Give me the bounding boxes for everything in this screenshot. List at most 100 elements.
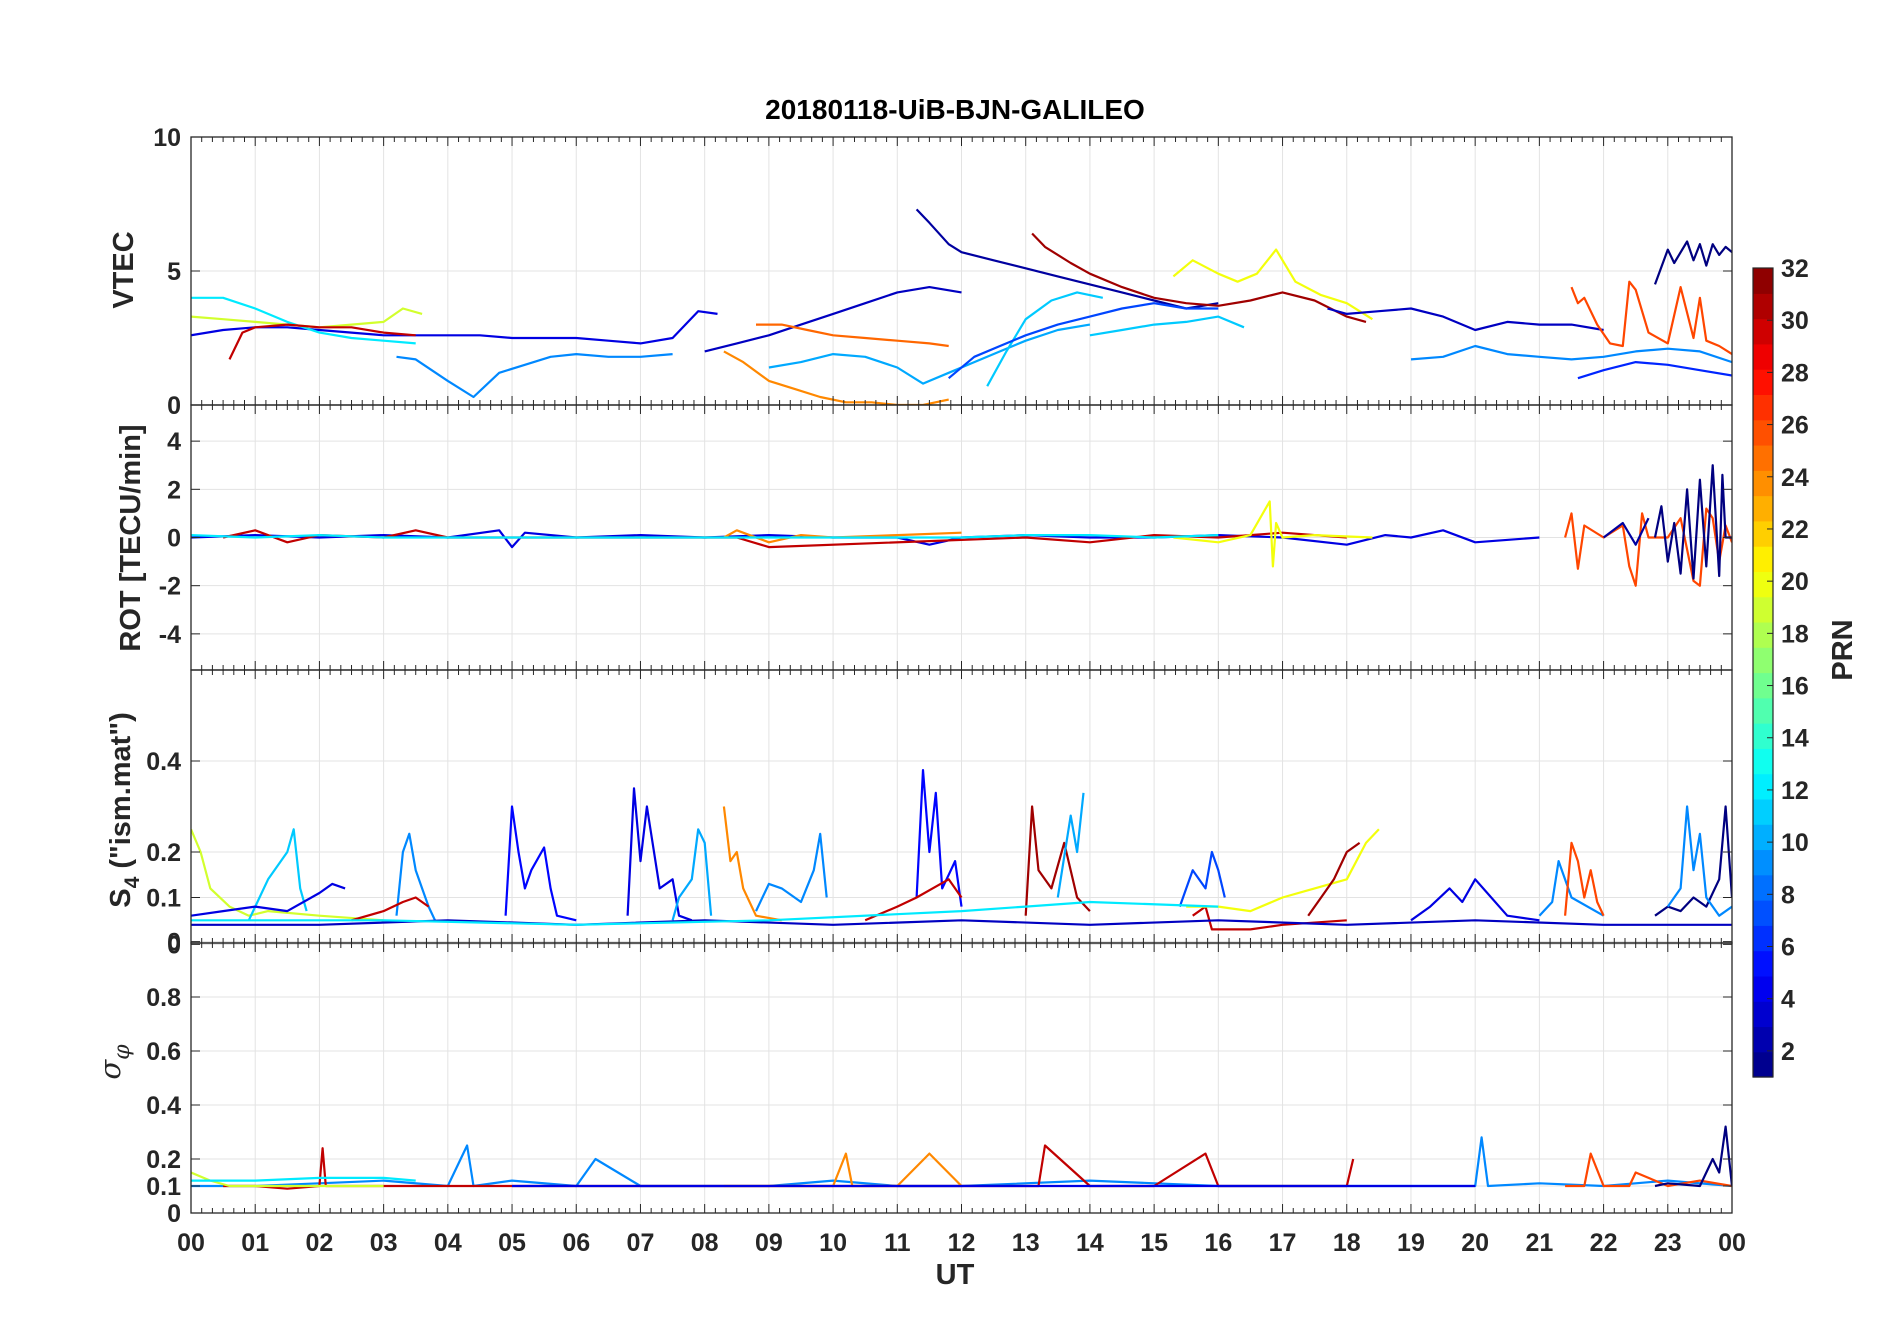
svg-text:S4 ("ism.mat"): S4 ("ism.mat") — [105, 712, 144, 908]
series-line-prn-30 — [351, 896, 430, 922]
series-line-prn-30 — [228, 323, 416, 360]
series-line-prn-24 — [722, 806, 782, 922]
panel-sigma-phi: 00.10.2 0.4 0.6 0.8 — [146, 942, 1733, 1228]
x-tick-label: 00 — [1718, 1229, 1746, 1257]
rot-ylabel: ROT [TECU/min] — [115, 424, 147, 651]
y-tick-label: 0.4 — [146, 1092, 181, 1120]
series-line-prn-11 — [1089, 315, 1245, 337]
y-tick-label: 0.6 — [146, 1038, 181, 1066]
colorbar-segment — [1753, 369, 1773, 396]
series-line-prn-4 — [191, 310, 718, 345]
colorbar-segment — [1753, 1026, 1773, 1053]
colorbar-tick-label: 4 — [1781, 986, 1795, 1014]
series-line-prn-11 — [247, 828, 308, 921]
svg-text:σφ: σφ — [93, 1044, 135, 1080]
panel-s4: 000.10.20.4 — [146, 669, 1733, 959]
series-line-prn-12 — [191, 900, 1219, 926]
series-line-prn-3 — [191, 919, 1732, 926]
colorbar-segment — [1753, 621, 1773, 648]
x-tick-label: 04 — [434, 1229, 462, 1257]
colorbar-segment — [1753, 520, 1773, 547]
x-tick-label: 22 — [1590, 1229, 1618, 1257]
x-tick-label: 01 — [241, 1229, 269, 1257]
y-tick-label: 0 — [167, 392, 181, 420]
colorbar-segment — [1753, 748, 1773, 775]
series-line-prn-1 — [1653, 464, 1732, 580]
series-line-prn-9 — [755, 832, 828, 912]
x-tick-label: 02 — [306, 1229, 334, 1257]
x-tick-label: 21 — [1525, 1229, 1553, 1257]
series-line-prn-1 — [1653, 240, 1732, 285]
series-line-prn-7 — [947, 302, 1219, 380]
colorbar-segment — [1753, 849, 1773, 876]
colorbar-tick-label: 20 — [1781, 568, 1809, 596]
x-tick-labels: 00 01 02 03 04 05 06 07 08 09 10 11 12 13 14 15 16 17 18 19… — [177, 1229, 1746, 1257]
series-line-prn-10 — [768, 323, 1091, 385]
series-line-prn-31 — [1307, 842, 1361, 917]
panel-rot: -4 -2 0 2 4 — [159, 404, 1733, 671]
series-line-prn-1 — [1654, 805, 1732, 917]
series-line-prn-9 — [396, 353, 673, 399]
series-line-prn-26 — [1564, 841, 1605, 917]
series-line-prn-9 — [1538, 859, 1605, 917]
colorbar-tick-label: 16 — [1781, 673, 1809, 701]
colorbar-frame — [1752, 267, 1774, 1078]
series-line-prn-19 — [191, 307, 423, 329]
colorbar-segment — [1753, 419, 1773, 446]
colorbar-segment — [1753, 697, 1773, 724]
series-line-prn-9 — [1666, 805, 1732, 917]
chart-title: 20180118-UiB-BJN-GALILEO — [765, 94, 1145, 125]
colorbar-tick-label: 8 — [1781, 881, 1795, 909]
colorbar-tick-label: 18 — [1781, 620, 1809, 648]
series-line-prn-10 — [1056, 792, 1085, 898]
colorbar-segment — [1753, 571, 1773, 598]
colorbar-segment — [1753, 672, 1773, 699]
y-tick-label: 0.8 — [146, 984, 181, 1012]
colorbar-tick-label: 6 — [1781, 934, 1795, 962]
y-tick-label: 0 — [167, 931, 181, 959]
series-line-prn-12 — [191, 296, 416, 345]
series-line-prn-10 — [671, 828, 713, 921]
series-line-prn-6 — [1577, 361, 1732, 380]
y-tick-label: -4 — [159, 621, 181, 649]
x-tick-label: 09 — [755, 1229, 783, 1257]
series-line-prn-24 — [723, 529, 962, 544]
colorbar-label: PRN — [1827, 619, 1859, 680]
s4-ylabel: S4 ("ism.mat") — [105, 712, 144, 908]
x-tick-label: 14 — [1076, 1229, 1104, 1257]
colorbar-segment — [1753, 950, 1773, 977]
colorbar-tick-label: 26 — [1781, 412, 1809, 440]
colorbar-segment — [1753, 773, 1773, 800]
x-tick-label: 08 — [691, 1229, 719, 1257]
colorbar-segment — [1753, 900, 1773, 926]
x-tick-label: 23 — [1654, 1229, 1682, 1257]
x-tick-label: 17 — [1269, 1229, 1297, 1257]
y-tick-label: 0.1 — [146, 1173, 181, 1201]
colorbar-segment — [1753, 596, 1773, 623]
colorbar-tick-label: 32 — [1781, 255, 1809, 283]
series-line-prn-20 — [1186, 828, 1380, 913]
series-line-prn-19 — [191, 1171, 384, 1188]
colorbar-segment — [1753, 293, 1773, 320]
colorbar-segment — [1753, 1001, 1773, 1028]
colorbar-tick-label: 14 — [1781, 725, 1809, 753]
x-tick-label: 19 — [1397, 1229, 1425, 1257]
series-line-prn-20 — [1173, 500, 1373, 568]
colorbar-segment — [1753, 394, 1773, 421]
colorbar-segment — [1753, 268, 1773, 294]
y-tick-label: -2 — [159, 573, 181, 601]
panel-vtec: 0 5 10 — [153, 124, 1733, 420]
colorbar-segment — [1753, 874, 1773, 901]
colorbar-segment — [1753, 495, 1773, 522]
series-line-prn-1 — [1654, 1125, 1732, 1188]
colorbar-segment — [1753, 318, 1773, 345]
colorbar-segment — [1753, 546, 1773, 572]
colorbar-tick-label: 22 — [1781, 516, 1809, 544]
series-line-prn-4 — [1410, 878, 1540, 922]
colorbar-tick-label: 30 — [1781, 307, 1809, 335]
series-line-prn-26 — [1570, 280, 1732, 356]
x-tick-label: 06 — [562, 1229, 590, 1257]
y-tick-label: 0.4 — [146, 748, 181, 776]
series-line-prn-12 — [191, 533, 1219, 539]
